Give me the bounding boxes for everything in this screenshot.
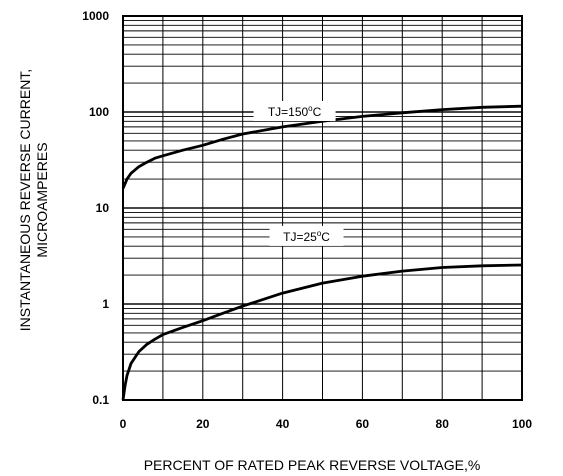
x-axis-ticks: 0 20 40 60 80 100 xyxy=(120,417,533,431)
y-tick-label: 1000 xyxy=(82,9,109,23)
series-label-box xyxy=(269,225,344,246)
y-tick-label: 10 xyxy=(96,201,110,215)
series-label-tj-25c: TJ=25oC xyxy=(283,229,330,244)
series-layer xyxy=(121,104,523,401)
y-axis-label-line2: MICROAMPERES xyxy=(34,142,50,257)
series-label-box xyxy=(253,101,336,121)
x-tick-label: 0 xyxy=(120,417,127,431)
annotation-layer: TJ=150oC TJ=25oC xyxy=(253,101,344,246)
y-tick-label: 1 xyxy=(102,297,109,311)
y-axis-ticks: 0.1 1 10 100 1000 xyxy=(82,9,109,407)
series-label-tj-150c: TJ=150oC xyxy=(268,104,322,119)
y-tick-label: 100 xyxy=(89,105,109,119)
series-line-tj-150c xyxy=(121,104,523,189)
x-tick-label: 60 xyxy=(356,417,370,431)
y-axis-label-line1: INSTANTANEOUS REVERSE CURRENT, xyxy=(17,69,33,331)
grid xyxy=(122,15,523,401)
x-tick-label: 40 xyxy=(276,417,290,431)
plot-frame xyxy=(122,15,523,401)
y-tick-label: 0.1 xyxy=(92,393,109,407)
x-tick-label: 100 xyxy=(512,417,532,431)
series-line-tj-25c xyxy=(121,263,523,401)
x-tick-label: 80 xyxy=(436,417,450,431)
x-axis-label: PERCENT OF RATED PEAK REVERSE VOLTAGE,% xyxy=(144,457,481,473)
x-tick-label: 20 xyxy=(196,417,210,431)
